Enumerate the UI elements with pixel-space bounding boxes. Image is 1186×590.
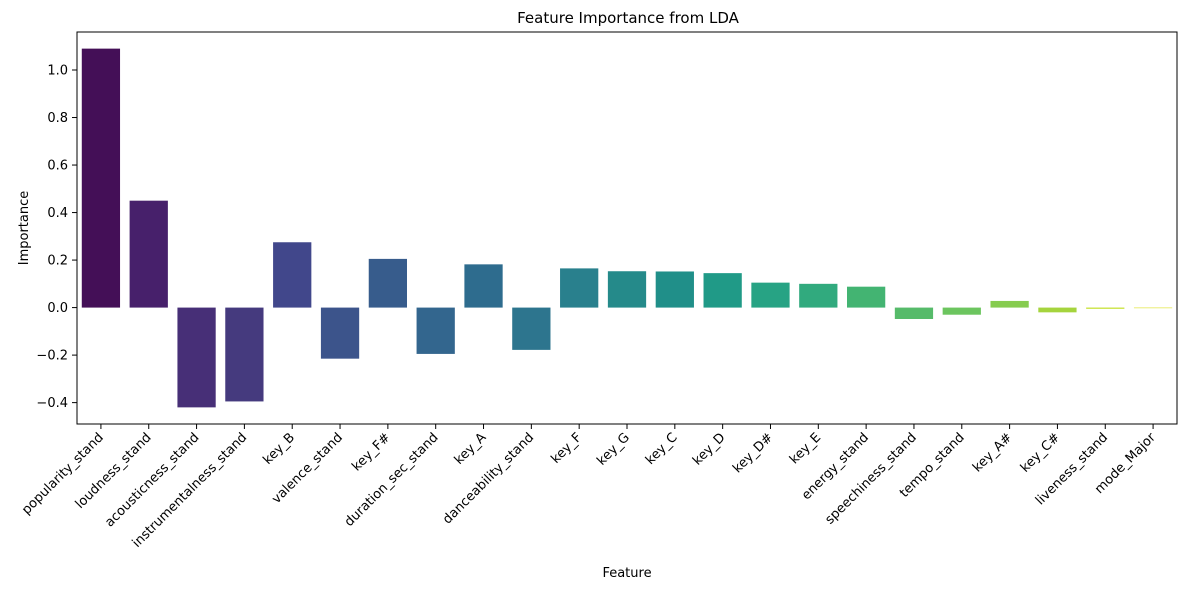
bar-danceability_stand: [512, 307, 551, 350]
bar-key_E: [799, 283, 838, 308]
bar-speechiness_stand: [894, 307, 934, 319]
bar-duration_sec_stand: [416, 307, 455, 354]
y-axis-label: Importance: [17, 191, 32, 266]
bar-tempo_stand: [942, 307, 981, 315]
y-tick-label: −0.4: [36, 396, 68, 411]
bar-key_B: [273, 242, 312, 308]
bar-key_A: [464, 264, 503, 308]
bar-key_A#: [990, 300, 1029, 308]
bar-loudness_stand: [129, 200, 168, 308]
bar-key_C: [655, 271, 694, 308]
bar-acousticness_stand: [177, 307, 216, 408]
y-axis-ticks: −0.4 −0.2 0.0 0.2 0.4 0.6 0.8 1.0: [36, 64, 77, 411]
bar-key_D: [703, 273, 742, 308]
chart-title: Feature Importance from LDA: [517, 9, 739, 27]
y-tick-label: 1.0: [47, 64, 68, 79]
bar-energy_stand: [847, 286, 886, 308]
bar-liveness_stand: [1086, 307, 1125, 309]
bars-group: [81, 48, 1173, 408]
plot-frame: [76, 31, 1178, 425]
bar-key_C#: [1038, 307, 1077, 313]
bar-valence_stand: [320, 307, 360, 359]
y-tick-label: 0.8: [47, 111, 68, 126]
bar-popularity_stand: [81, 48, 121, 308]
y-tick-label: −0.2: [36, 349, 68, 364]
bar-key_G: [607, 271, 647, 308]
y-tick-label: 0.6: [47, 159, 68, 174]
bar-instrumentalness_stand: [225, 307, 264, 402]
x-axis-label: Feature: [602, 566, 651, 581]
bar-mode_Major: [1133, 307, 1173, 309]
bar-key_F#: [368, 258, 407, 308]
bar-key_D#: [751, 282, 790, 308]
bar-key_F: [560, 268, 599, 308]
y-tick-label: 0.0: [47, 301, 68, 316]
y-tick-label: 0.4: [47, 206, 68, 221]
y-tick-label: 0.2: [47, 254, 68, 269]
